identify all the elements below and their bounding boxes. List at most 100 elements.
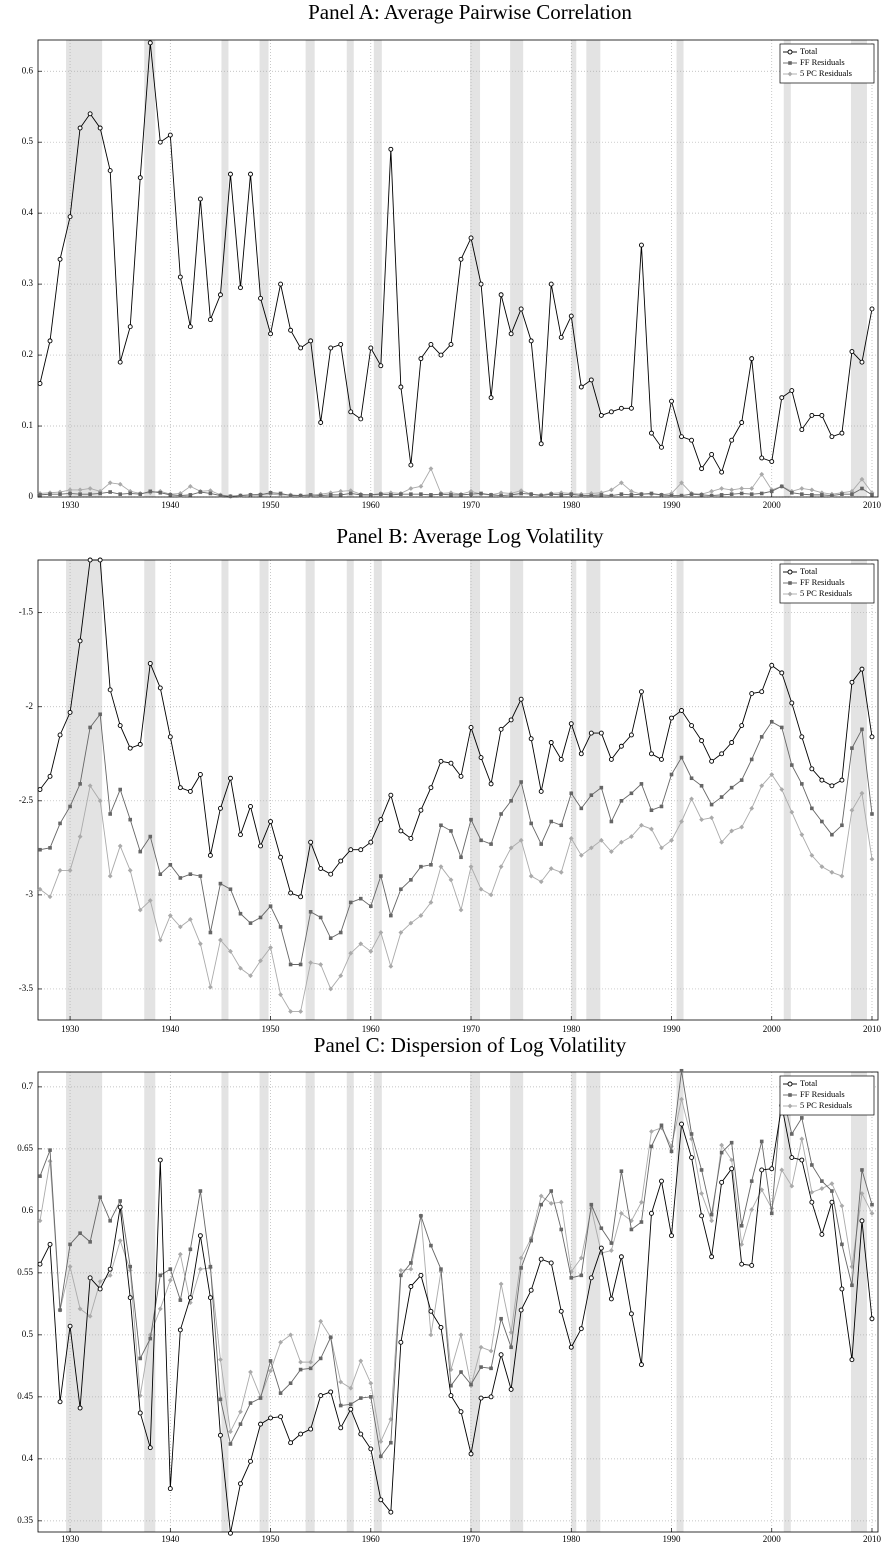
marker <box>258 493 263 497</box>
marker <box>608 756 614 762</box>
marker <box>379 492 383 496</box>
marker <box>258 843 263 849</box>
marker <box>629 791 634 796</box>
marker <box>448 760 454 766</box>
marker <box>207 852 213 858</box>
marker <box>228 171 233 177</box>
marker <box>68 491 72 496</box>
marker <box>238 965 243 971</box>
marker <box>840 823 844 828</box>
marker <box>769 1211 774 1216</box>
marker <box>579 493 584 498</box>
marker <box>58 492 62 496</box>
marker <box>399 1273 403 1278</box>
marker <box>358 1431 364 1437</box>
marker <box>68 1242 72 1247</box>
marker <box>528 1287 534 1293</box>
marker <box>368 1446 374 1452</box>
x-tick-label: 1960 <box>362 1024 381 1034</box>
marker <box>348 900 353 905</box>
marker <box>729 1157 735 1163</box>
marker <box>147 661 153 666</box>
marker <box>578 1255 584 1261</box>
marker <box>629 1227 634 1232</box>
marker <box>809 412 815 418</box>
marker <box>629 834 634 839</box>
marker <box>679 434 684 440</box>
marker <box>428 341 434 347</box>
marker <box>859 1191 865 1196</box>
marker <box>518 837 524 843</box>
shaded-period <box>346 40 354 497</box>
shaded-period <box>66 40 103 497</box>
marker <box>178 493 183 498</box>
marker <box>197 1266 203 1272</box>
marker <box>178 876 183 880</box>
marker <box>649 1129 654 1134</box>
marker <box>197 941 203 947</box>
marker <box>659 1178 664 1184</box>
marker <box>278 925 283 929</box>
marker <box>48 1148 52 1152</box>
marker <box>167 734 173 740</box>
marker <box>719 1150 724 1155</box>
marker <box>138 1356 143 1361</box>
marker <box>820 493 824 497</box>
marker <box>268 1415 274 1421</box>
x-tick-label: 1980 <box>562 500 581 510</box>
marker <box>810 1163 814 1167</box>
marker <box>328 1335 333 1340</box>
marker <box>137 1410 143 1416</box>
marker <box>739 723 745 729</box>
legend-box <box>779 563 875 604</box>
marker <box>278 281 284 287</box>
marker <box>789 809 795 815</box>
marker <box>669 398 674 404</box>
marker <box>308 910 313 914</box>
marker <box>439 1267 443 1271</box>
marker <box>288 1009 294 1014</box>
marker <box>318 1318 324 1324</box>
x-tick-label: 1930 <box>61 500 80 510</box>
marker <box>318 962 324 967</box>
marker <box>699 1191 704 1196</box>
marker <box>869 306 875 312</box>
marker <box>428 1308 434 1314</box>
marker <box>458 256 464 262</box>
marker <box>478 281 484 287</box>
marker <box>488 781 494 787</box>
marker <box>860 486 864 491</box>
marker <box>278 992 283 998</box>
shaded-period <box>783 560 791 1020</box>
marker <box>830 493 834 498</box>
marker <box>618 405 624 411</box>
legend-marker <box>788 61 792 65</box>
marker <box>389 913 393 918</box>
marker <box>689 437 695 443</box>
shaded-period <box>571 1072 577 1532</box>
marker <box>148 1336 153 1341</box>
marker <box>809 1199 815 1205</box>
marker <box>709 802 714 807</box>
shaded-period <box>259 560 269 1020</box>
marker <box>829 434 835 440</box>
marker <box>850 492 854 496</box>
marker <box>398 1267 404 1273</box>
shaded-period <box>346 560 354 1020</box>
chart-title: Panel A: Average Pairwise Correlation <box>308 0 632 24</box>
marker <box>819 1231 825 1237</box>
marker <box>177 274 183 280</box>
marker <box>729 1166 735 1172</box>
marker <box>479 838 483 843</box>
marker <box>218 1357 223 1363</box>
marker <box>478 1395 484 1401</box>
marker <box>819 864 825 870</box>
marker <box>88 492 92 496</box>
marker <box>499 1316 503 1321</box>
marker <box>278 1414 284 1420</box>
marker <box>749 356 755 362</box>
marker <box>508 717 514 723</box>
marker <box>538 441 544 447</box>
marker <box>127 868 133 873</box>
